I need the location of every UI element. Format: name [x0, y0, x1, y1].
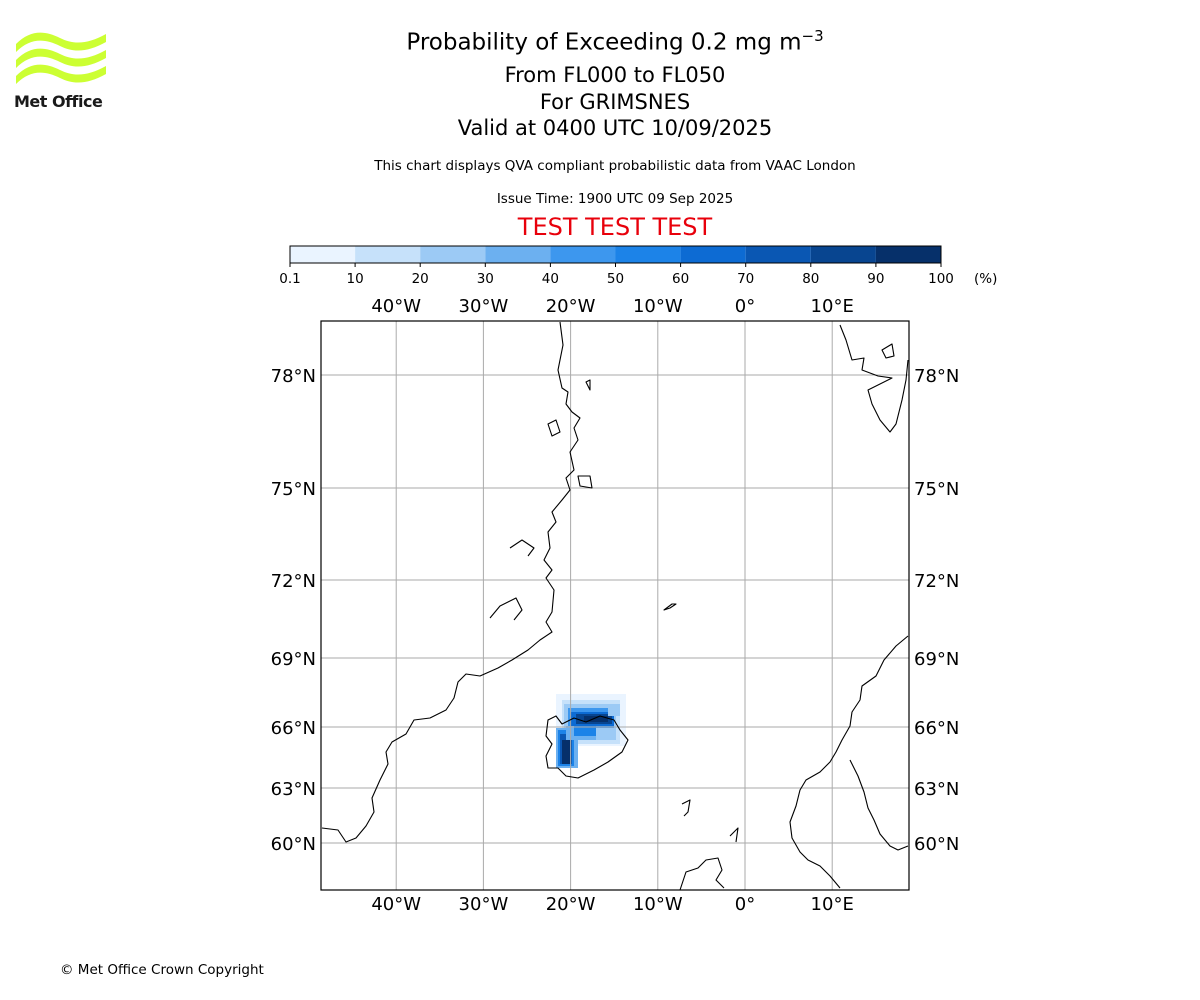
greenland-island-b	[577, 475, 593, 489]
met-office-waves-icon	[16, 32, 106, 84]
issue-time: Issue Time: 1900 UTC 09 Sep 2025	[496, 191, 734, 207]
latitude-label-right: 72°N	[914, 571, 959, 592]
svalbard-coastline	[839, 324, 909, 433]
chart-title: Probability of Exceeding 0.2 mg m−3	[0, 27, 1200, 56]
colorbar-unit: (%)	[974, 271, 997, 287]
latitude-label-left: 63°N	[271, 779, 316, 800]
coastlines	[321, 321, 909, 891]
greenland-coastline	[321, 321, 581, 843]
longitude-label-bottom: 0°	[735, 894, 755, 915]
greenland-island-a	[547, 419, 561, 437]
colorbar-segment	[485, 246, 551, 263]
colorbar-tick-label: 0.1	[279, 271, 300, 287]
longitude-label-bottom: 10°E	[811, 894, 854, 915]
colorbar-segment	[810, 246, 876, 263]
probability-cell	[608, 704, 620, 716]
colorbar-segment	[615, 246, 681, 263]
latitude-label-right: 60°N	[914, 834, 959, 855]
longitude-label-bottom: 10°W	[633, 894, 683, 915]
map-frame	[320, 320, 910, 891]
logo-text: Met Office	[14, 92, 103, 111]
latitude-label-right: 75°N	[914, 479, 959, 500]
greenland-fjord-b	[489, 597, 523, 621]
colorbar-tick-label: 50	[607, 271, 624, 287]
longitude-label-bottom: 20°W	[546, 894, 596, 915]
latitude-label-left: 75°N	[271, 479, 316, 500]
longitude-label-top: 40°W	[371, 296, 421, 317]
longitude-label-bottom: 40°W	[371, 894, 421, 915]
colorbar-tick-label: 20	[412, 271, 429, 287]
colorbar: 0.1 10 20 30 40 50 60 70 80 90 100 (%)	[279, 245, 997, 287]
volcano-subtitle: For GRIMSNES	[539, 90, 691, 114]
flight-level-subtitle: From FL000 to FL050	[504, 63, 726, 87]
met-office-logo: Met Office	[14, 30, 109, 112]
greenland-island-c	[585, 379, 591, 391]
colorbar-tick-label: 90	[867, 271, 884, 287]
scotland-coastline	[679, 857, 725, 891]
graticule	[321, 321, 909, 890]
svalbard-island	[881, 343, 895, 359]
colorbar-tick-label: 40	[542, 271, 559, 287]
latitude-label-left: 66°N	[271, 718, 316, 739]
norway-inner-coast	[849, 759, 909, 851]
data-source-note: This chart displays QVA compliant probab…	[374, 158, 856, 174]
colorbar-tick-label: 60	[672, 271, 689, 287]
copyright-notice: © Met Office Crown Copyright	[60, 962, 264, 978]
colorbar-segment	[875, 246, 941, 263]
latitude-label-right: 78°N	[914, 366, 959, 387]
longitude-label-top: 10°W	[633, 296, 683, 317]
faroe-islands	[681, 799, 691, 817]
colorbar-segment	[420, 246, 486, 263]
norway-coastline	[789, 635, 909, 889]
latitude-label-right: 63°N	[914, 779, 959, 800]
map: 40°W 40°W 30°W 30°W 20°W 20°W 10°W 10°W 0° 0° 10°E…	[271, 296, 960, 915]
colorbar-segment	[680, 246, 746, 263]
probability-plume	[556, 694, 626, 768]
colorbar-segment	[550, 246, 616, 263]
longitude-label-top: 0°	[735, 296, 755, 317]
longitude-label-top: 30°W	[459, 296, 509, 317]
colorbar-tick-label: 30	[477, 271, 494, 287]
jan-mayen-coastline	[663, 603, 677, 611]
latitude-label-right: 69°N	[914, 649, 959, 670]
shetland-islands	[729, 827, 739, 843]
latitude-label-left: 72°N	[271, 571, 316, 592]
colorbar-segment	[745, 246, 811, 263]
test-banner: TEST TEST TEST	[517, 213, 713, 241]
colorbar-tick-label: 100	[928, 271, 954, 287]
probability-cell	[574, 726, 596, 736]
chart-title-main: Probability of Exceeding 0.2 mg m	[406, 29, 802, 56]
longitude-label-top: 10°E	[811, 296, 854, 317]
colorbar-tick-label: 10	[347, 271, 364, 287]
latitude-label-left: 60°N	[271, 834, 316, 855]
latitude-label-left: 69°N	[271, 649, 316, 670]
iceland-coastline	[545, 715, 629, 779]
longitude-label-bottom: 30°W	[459, 894, 509, 915]
latitude-label-right: 66°N	[914, 718, 959, 739]
colorbar-segment	[290, 246, 356, 263]
axis-labels: 40°W 40°W 30°W 30°W 20°W 20°W 10°W 10°W 0° 0° 10°E…	[271, 296, 960, 915]
valid-time-subtitle: Valid at 0400 UTC 10/09/2025	[457, 116, 773, 140]
chart-title-superscript: −3	[801, 27, 824, 45]
latitude-label-left: 78°N	[271, 366, 316, 387]
probability-cell	[562, 740, 570, 764]
colorbar-tick-label: 80	[802, 271, 819, 287]
colorbar-tick-label: 70	[737, 271, 754, 287]
colorbar-segment	[355, 246, 421, 263]
probability-cell	[584, 716, 608, 722]
greenland-fjord-a	[509, 539, 535, 557]
longitude-label-top: 20°W	[546, 296, 596, 317]
